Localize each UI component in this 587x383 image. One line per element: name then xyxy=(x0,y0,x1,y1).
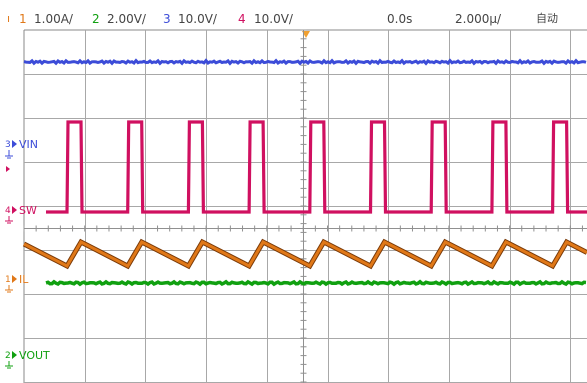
sw-label: SW xyxy=(19,204,37,217)
il-waveform xyxy=(23,240,587,268)
ch3-marker[interactable]: 3 xyxy=(5,140,17,172)
il-label: IL xyxy=(19,273,29,286)
time-delay[interactable]: 0.0s xyxy=(387,12,413,26)
time-scale[interactable]: 2.000µ/ xyxy=(455,12,502,26)
graticule-grid xyxy=(23,29,587,383)
vin-waveform xyxy=(23,58,587,66)
ch4-marker[interactable]: 4 xyxy=(5,206,17,224)
ch2-scale[interactable]: 2.00V/ xyxy=(107,12,146,26)
vout-label: VOUT xyxy=(19,349,50,362)
svg-text:4: 4 xyxy=(5,206,11,216)
ch4-scale[interactable]: 10.0V/ xyxy=(254,12,293,26)
vin-label: VIN xyxy=(19,138,38,151)
ch4-number[interactable]: 4 xyxy=(238,12,246,26)
sw-waveform xyxy=(46,120,587,214)
vout-waveform xyxy=(45,279,587,287)
status-bar: ı 1 1.00A/ 2 2.00V/ 3 10.0V/ 4 10.0V/ 0.… xyxy=(0,0,587,30)
ch1-marker[interactable]: 1 xyxy=(5,275,17,293)
trigger-mode[interactable]: 自动 xyxy=(536,12,558,25)
trigger-level-icon xyxy=(6,166,10,172)
ch2-marker[interactable]: 2 xyxy=(5,351,17,369)
svg-text:2: 2 xyxy=(5,351,11,361)
ch3-scale[interactable]: 10.0V/ xyxy=(178,12,217,26)
svg-text:1: 1 xyxy=(5,275,11,285)
svg-text:3: 3 xyxy=(5,140,11,150)
ch1-trigger-marker: ı xyxy=(7,12,11,25)
ch1-number[interactable]: 1 xyxy=(19,12,27,26)
ch2-number[interactable]: 2 xyxy=(92,12,100,26)
ch3-number[interactable]: 3 xyxy=(163,12,171,26)
ch1-scale[interactable]: 1.00A/ xyxy=(34,12,73,26)
